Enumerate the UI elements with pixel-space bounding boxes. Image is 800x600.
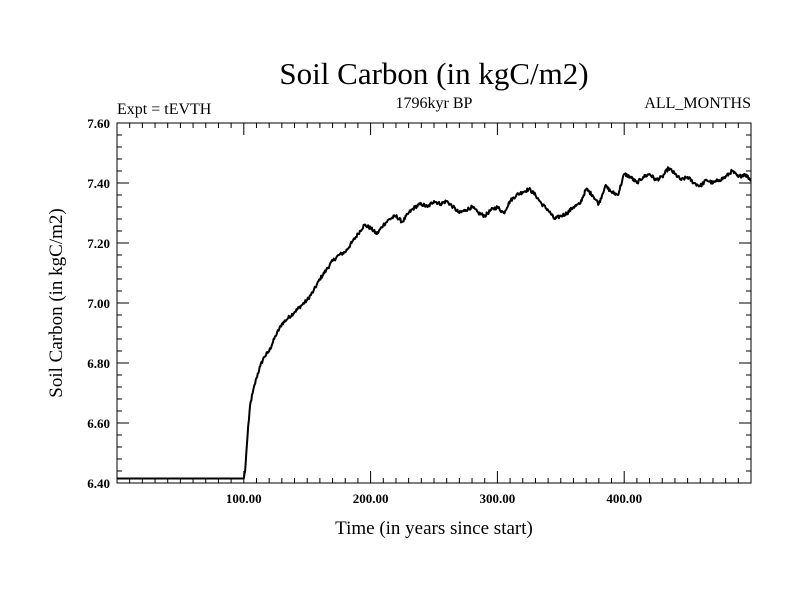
y-axis-label: Soil Carbon (in kgC/m2) — [46, 208, 67, 397]
y-tick-label: 7.40 — [87, 176, 110, 191]
x-tick-label: 200.00 — [353, 491, 389, 506]
period-label: 1796kyr BP — [396, 95, 473, 112]
chart-title: Soil Carbon (in kgC/m2) — [279, 56, 588, 91]
y-tick-label: 6.40 — [87, 476, 110, 491]
y-tick-label: 7.60 — [87, 116, 110, 131]
x-tick-label: 400.00 — [606, 491, 642, 506]
x-tick-label: 300.00 — [480, 491, 516, 506]
y-tick-label: 7.00 — [87, 296, 110, 311]
months-label: ALL_MONTHS — [644, 95, 751, 112]
axis-ticks — [117, 123, 751, 483]
tick-labels: 100.00 200.00 300.00 400.00 6.40 6.60 6.80 7.00… — [87, 116, 642, 506]
soil-carbon-line — [116, 166, 752, 480]
x-axis-label: Time (in years since start) — [335, 518, 533, 539]
y-tick-label: 7.20 — [87, 236, 110, 251]
y-tick-label: 6.80 — [87, 356, 110, 371]
x-tick-label: 100.00 — [226, 491, 262, 506]
y-tick-label: 6.60 — [87, 416, 110, 431]
plot-frame — [116, 122, 752, 484]
experiment-label: Expt = tEVTH — [117, 101, 212, 118]
